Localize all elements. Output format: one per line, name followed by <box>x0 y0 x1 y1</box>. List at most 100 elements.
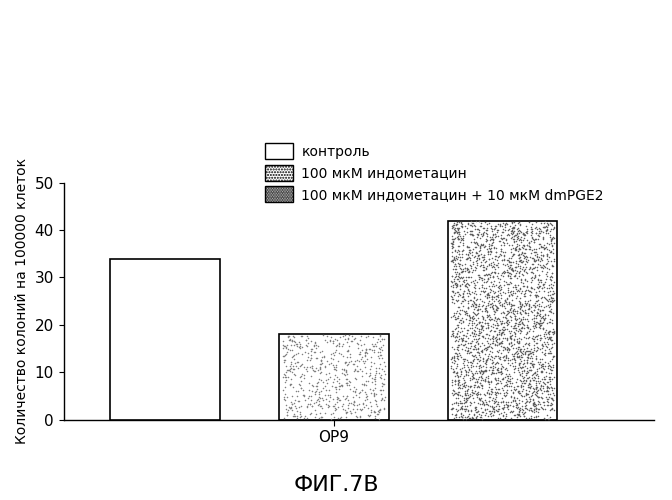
Point <box>493 374 503 382</box>
Point <box>475 222 486 230</box>
Point <box>360 348 371 356</box>
Point <box>454 270 464 278</box>
Point <box>334 396 345 404</box>
Point <box>310 364 321 372</box>
Point <box>503 320 513 328</box>
Point <box>466 358 477 366</box>
Point <box>496 365 507 373</box>
Point <box>452 228 462 236</box>
Point <box>454 391 465 399</box>
Point <box>501 295 512 303</box>
Point <box>513 366 523 374</box>
Point <box>363 404 374 412</box>
Point <box>487 316 497 324</box>
Point <box>471 304 482 312</box>
Point <box>343 360 353 368</box>
Point <box>535 386 546 394</box>
Point <box>482 248 493 256</box>
Point <box>472 344 483 352</box>
Point <box>493 220 503 228</box>
Point <box>379 392 390 400</box>
Point <box>282 348 292 356</box>
Point <box>452 350 463 358</box>
Point <box>470 390 481 398</box>
Point <box>480 378 491 386</box>
Point <box>507 267 518 275</box>
Point <box>456 404 466 411</box>
Point <box>496 364 507 372</box>
Point <box>492 342 503 349</box>
Point <box>515 328 526 336</box>
Point <box>495 247 506 255</box>
Point <box>479 316 490 324</box>
Point <box>490 398 501 406</box>
Point <box>526 278 536 286</box>
Point <box>465 348 476 356</box>
Point <box>337 380 348 388</box>
Point <box>499 403 509 411</box>
Point <box>472 338 482 345</box>
Point <box>467 346 478 354</box>
Point <box>462 371 473 379</box>
Point <box>542 333 552 341</box>
Point <box>547 366 558 374</box>
Point <box>292 414 302 422</box>
Point <box>484 260 495 268</box>
Point <box>490 222 501 230</box>
Point <box>540 326 551 334</box>
Point <box>376 354 387 362</box>
Point <box>481 232 492 239</box>
Point <box>528 396 538 404</box>
Point <box>505 392 516 400</box>
Point <box>331 405 341 413</box>
Point <box>446 276 456 284</box>
Point <box>477 368 488 376</box>
Point <box>278 386 289 394</box>
Point <box>461 396 472 404</box>
Point <box>460 397 471 405</box>
Point <box>473 218 484 226</box>
Point <box>378 342 388 349</box>
Point <box>536 298 547 306</box>
Point <box>505 327 516 335</box>
Point <box>487 262 498 270</box>
Point <box>493 304 503 312</box>
Point <box>519 260 530 268</box>
Point <box>542 382 552 390</box>
Point <box>538 280 548 288</box>
Point <box>478 312 489 320</box>
Point <box>464 319 474 327</box>
Point <box>469 280 480 288</box>
Point <box>484 393 495 401</box>
Point <box>314 370 325 378</box>
Point <box>540 314 551 322</box>
Point <box>372 348 383 356</box>
Point <box>456 266 467 274</box>
Point <box>497 346 508 354</box>
Point <box>483 219 494 227</box>
Point <box>489 268 499 276</box>
Point <box>514 258 525 266</box>
Point <box>512 266 523 274</box>
Point <box>464 401 475 409</box>
Point <box>538 303 549 311</box>
Point <box>521 359 532 367</box>
Point <box>531 402 542 409</box>
Point <box>284 335 295 343</box>
Point <box>347 394 358 402</box>
Point <box>486 246 497 254</box>
Point <box>475 348 486 356</box>
Point <box>507 379 517 387</box>
Point <box>485 348 495 356</box>
Point <box>528 322 538 330</box>
Point <box>328 337 339 345</box>
Point <box>468 260 478 268</box>
Point <box>493 410 504 418</box>
Point <box>457 336 468 344</box>
Point <box>490 380 501 388</box>
Bar <box>110 258 220 420</box>
Point <box>470 264 480 272</box>
Point <box>510 232 521 239</box>
Point <box>532 392 543 400</box>
Point <box>312 396 323 404</box>
